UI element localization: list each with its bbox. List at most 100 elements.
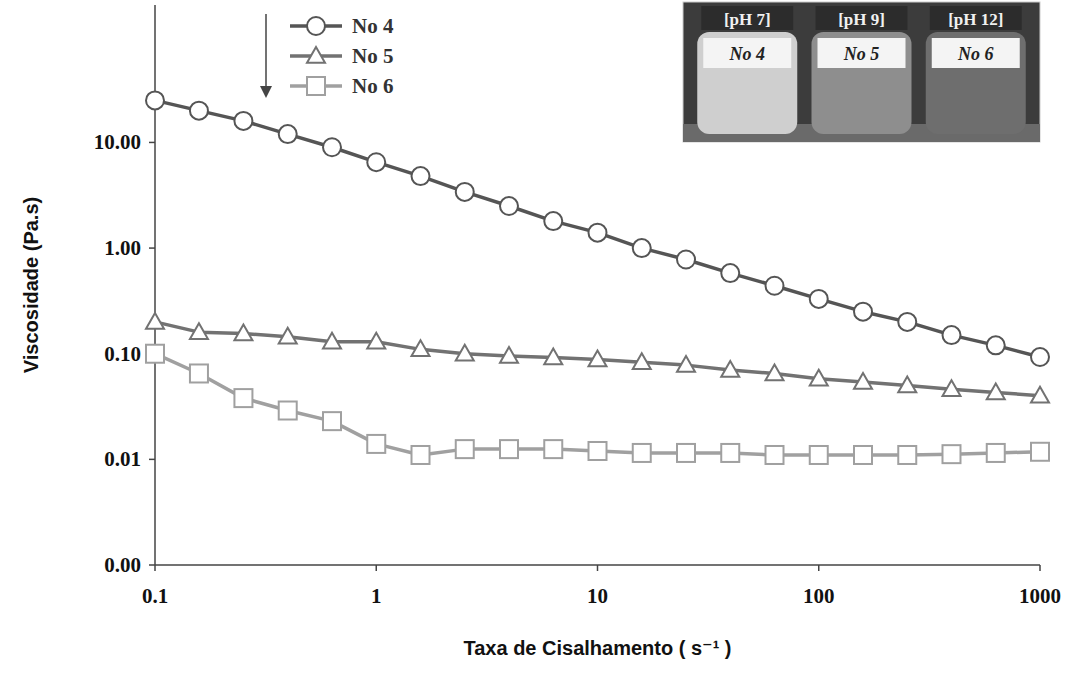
data-point [721, 264, 739, 282]
data-point [234, 389, 252, 407]
legend-marker [307, 47, 325, 63]
inset-label-ground [701, 6, 793, 30]
data-point [721, 361, 739, 377]
data-point [456, 345, 474, 361]
x-tick [1039, 565, 1041, 571]
data-point [987, 336, 1005, 354]
data-point [810, 290, 828, 308]
series-line [155, 100, 1040, 357]
data-point [942, 326, 960, 344]
data-point [146, 91, 164, 109]
inset-bottle-label: No 6 [957, 44, 994, 64]
x-tick [818, 565, 820, 571]
data-point [146, 345, 164, 363]
data-point [810, 370, 828, 386]
data-point [367, 333, 385, 349]
x-tick-label: 100 [803, 584, 835, 608]
data-point [987, 383, 1005, 399]
data-point [766, 446, 784, 464]
legend-label: No 4 [352, 14, 394, 38]
legend-label: No 5 [352, 44, 393, 68]
series-line [155, 354, 1040, 455]
inset-ph-label: [pH 12] [948, 10, 1003, 29]
data-point [854, 446, 872, 464]
data-point [544, 349, 562, 365]
data-point [898, 313, 916, 331]
data-point [279, 328, 297, 344]
data-point [544, 440, 562, 458]
inset-ph-label: [pH 9] [838, 10, 885, 29]
inset-bottle-tag [818, 38, 906, 68]
inset-photo [683, 2, 1040, 142]
data-point [898, 377, 916, 393]
data-point [279, 402, 297, 420]
y-tick [149, 564, 155, 566]
data-point [456, 440, 474, 458]
data-point [633, 444, 651, 462]
inset-label-ground [930, 6, 1022, 30]
inset-bottle [812, 32, 912, 134]
inset-label-ground [816, 6, 908, 30]
data-point [412, 446, 430, 464]
data-point [412, 167, 430, 185]
data-point [898, 446, 916, 464]
data-point [677, 444, 695, 462]
data-point [766, 364, 784, 380]
data-point [1031, 443, 1049, 461]
inset-bottle [926, 32, 1026, 134]
data-point [146, 313, 164, 329]
data-point [1031, 348, 1049, 366]
data-point [234, 325, 252, 341]
data-point [500, 197, 518, 215]
y-tick [149, 142, 155, 144]
data-point [456, 183, 474, 201]
inset-bottle-tag [703, 38, 791, 68]
x-tick-label: 0.1 [142, 584, 168, 608]
data-point [854, 303, 872, 321]
series-line [155, 322, 1040, 396]
data-point [721, 444, 739, 462]
data-point [589, 224, 607, 242]
legend-marker [307, 17, 325, 35]
data-point [234, 112, 252, 130]
data-point [323, 333, 341, 349]
y-tick-label: 0.00 [104, 553, 141, 577]
x-tick [376, 565, 378, 571]
inset-ph-label: [pH 7] [724, 10, 771, 29]
data-point [323, 138, 341, 156]
y-tick-label: 0.10 [104, 342, 141, 366]
data-point [810, 446, 828, 464]
legend-arrow-head [260, 86, 272, 98]
legend-label: No 6 [352, 74, 393, 98]
data-point [766, 277, 784, 295]
y-axis-title: Viscosidade (Pa.s) [20, 197, 42, 373]
inset-bottle [697, 32, 797, 134]
x-axis-title: Taxa de Cisalhamento ( s⁻¹ ) [463, 637, 731, 659]
y-tick-label: 0.01 [104, 447, 141, 471]
data-point [633, 239, 651, 257]
data-point [412, 340, 430, 356]
legend-arrow [265, 14, 267, 92]
data-point [633, 353, 651, 369]
data-point [190, 364, 208, 382]
y-tick [149, 459, 155, 461]
inset-bottle-label: No 5 [843, 44, 880, 64]
data-point [677, 356, 695, 372]
data-point [323, 412, 341, 430]
y-tick [149, 247, 155, 249]
data-point [367, 435, 385, 453]
y-axis-line [154, 5, 156, 565]
legend-marker [307, 77, 325, 95]
data-point [279, 125, 297, 143]
data-point [544, 212, 562, 230]
data-point [589, 442, 607, 460]
data-point [854, 373, 872, 389]
data-point [942, 445, 960, 463]
y-tick-label: 1.00 [104, 236, 141, 260]
inset-bottle-label: No 4 [729, 44, 766, 64]
data-point [500, 347, 518, 363]
plot-area [146, 91, 1049, 464]
data-point [367, 153, 385, 171]
x-tick-label: 1000 [1019, 584, 1061, 608]
data-point [677, 250, 695, 268]
